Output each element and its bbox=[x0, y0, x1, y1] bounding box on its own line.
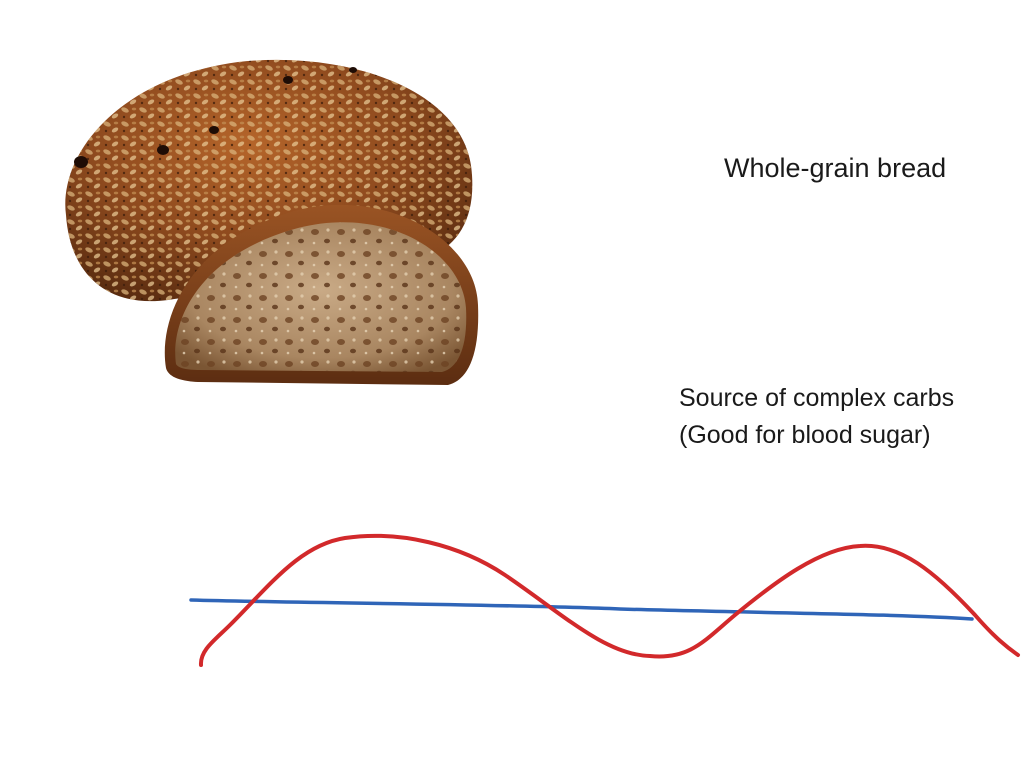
slide-title: Whole-grain bread bbox=[724, 153, 947, 183]
note-line-1: Source of complex carbs bbox=[679, 384, 955, 412]
bread-image bbox=[65, 59, 479, 385]
carb-note: Source of complex carbs (Good for blood … bbox=[679, 380, 954, 454]
steady-baseline-line bbox=[189, 598, 974, 621]
fluctuating-wave-line bbox=[199, 533, 1020, 667]
note-line-2: (Good for blood sugar) bbox=[679, 421, 931, 449]
